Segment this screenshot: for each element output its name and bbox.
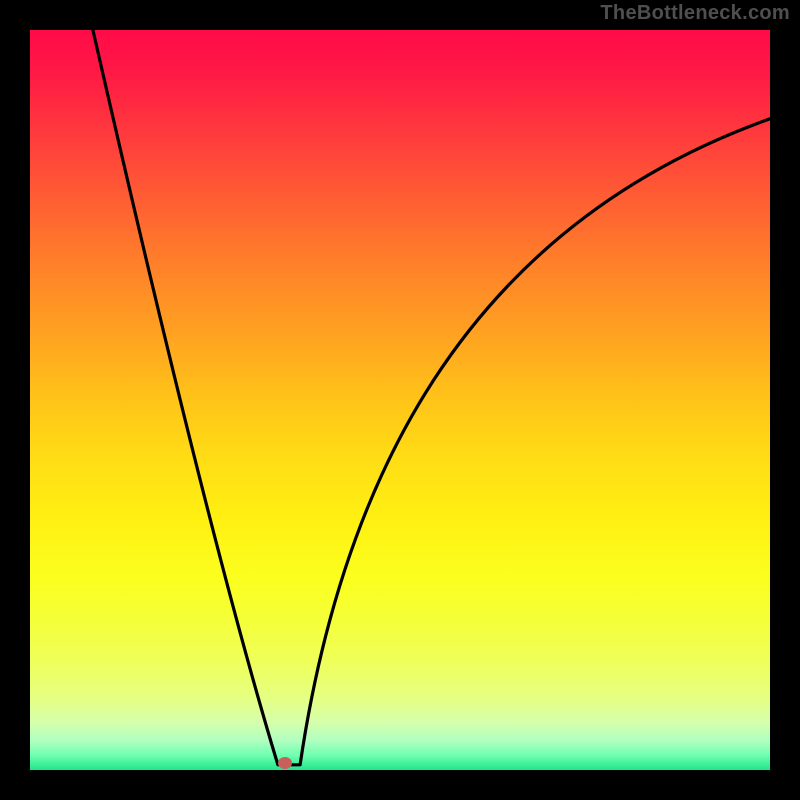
- plot-area: [30, 30, 770, 770]
- bottleneck-curve: [93, 30, 770, 765]
- optimum-marker: [278, 757, 292, 769]
- curve-svg: [30, 30, 770, 770]
- watermark-text: TheBottleneck.com: [600, 2, 790, 25]
